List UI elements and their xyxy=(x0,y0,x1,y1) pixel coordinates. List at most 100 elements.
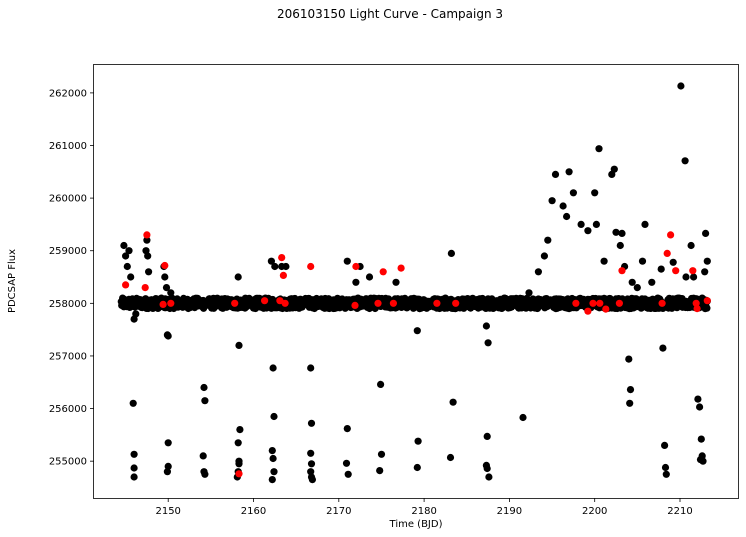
flux-point xyxy=(392,278,400,286)
flux-point xyxy=(144,252,152,260)
x-axis: 2150 2160 2170 2180 2190 2200 2210 xyxy=(155,498,693,517)
flux-point xyxy=(584,227,592,235)
flux-point xyxy=(662,470,670,478)
x-axis-label: Time (BJD) xyxy=(389,519,443,530)
flux-point xyxy=(697,435,705,443)
flagged-flux-point xyxy=(615,299,624,307)
flux-point xyxy=(563,212,571,221)
flux-point xyxy=(268,476,276,484)
flux-point xyxy=(540,252,549,260)
chart-title: 206103150 Light Curve - Campaign 3 xyxy=(277,7,503,21)
flux-point xyxy=(661,441,669,449)
flux-point xyxy=(145,268,153,276)
flux-point xyxy=(657,265,665,273)
flux-point xyxy=(699,457,707,465)
flux-point xyxy=(129,399,137,407)
flagged-flux-point xyxy=(161,261,169,270)
y-tick-label: 261000 xyxy=(49,141,87,152)
flux-point xyxy=(559,202,567,210)
flux-point xyxy=(447,249,455,257)
x-tick-label: 2180 xyxy=(411,506,436,517)
flux-point xyxy=(162,284,171,292)
flux-point xyxy=(703,304,711,312)
flux-point xyxy=(167,289,175,297)
flux-point xyxy=(352,278,360,286)
flagged-flux-point xyxy=(279,271,287,279)
flux-point xyxy=(120,241,128,250)
y-tick-label: 257000 xyxy=(49,351,87,362)
flux-point xyxy=(143,236,151,244)
flagged-flux-point xyxy=(667,231,675,239)
flux-point xyxy=(449,398,457,406)
flux-point xyxy=(342,459,351,467)
flux-point xyxy=(200,383,208,392)
flux-point xyxy=(551,170,560,178)
flagged-flux-point xyxy=(261,297,269,305)
flux-point xyxy=(661,463,670,472)
flux-point xyxy=(441,294,449,302)
flux-point xyxy=(687,241,695,250)
x-tick-label: 2160 xyxy=(241,506,266,517)
flux-point xyxy=(669,258,677,266)
flux-point xyxy=(123,262,131,271)
x-tick-label: 2190 xyxy=(497,506,522,517)
y-tick-label: 262000 xyxy=(49,88,87,99)
flux-point xyxy=(343,425,351,433)
flagged-flux-point xyxy=(703,297,711,305)
flagged-flux-point xyxy=(572,299,580,307)
flagged-flux-point xyxy=(351,301,359,309)
y-tick-label: 260000 xyxy=(49,194,87,205)
y-tick-label: 259000 xyxy=(49,246,87,257)
flux-point xyxy=(271,262,279,271)
flux-point xyxy=(307,419,316,427)
flux-point xyxy=(307,449,315,457)
y-tick-label: 255000 xyxy=(49,457,87,468)
flux-point xyxy=(595,145,603,153)
y-axis: 255000 256000 257000 258000 259000 260000 2610… xyxy=(49,88,94,468)
flux-point xyxy=(591,189,599,197)
flagged-flux-point xyxy=(352,262,360,271)
flux-point xyxy=(648,278,656,286)
flux-point xyxy=(164,462,172,470)
flux-point xyxy=(270,412,278,421)
flagged-flux-point xyxy=(141,284,149,292)
flux-point xyxy=(376,467,384,475)
flux-point xyxy=(484,339,492,347)
flagged-flux-point xyxy=(159,300,167,308)
flagged-flux-point xyxy=(433,299,441,307)
flux-point xyxy=(628,278,636,286)
flux-point xyxy=(626,386,635,394)
flagged-flux-point xyxy=(663,249,671,257)
flux-point xyxy=(694,395,702,403)
flagged-flux-point xyxy=(307,262,315,271)
flux-point xyxy=(269,454,277,463)
flux-point xyxy=(690,273,698,281)
flux-point xyxy=(267,257,275,265)
flagged-flux-point xyxy=(618,267,626,275)
y-tick-label: 258000 xyxy=(49,299,87,310)
flagged-flux-point xyxy=(397,264,405,272)
flagged-flux-point xyxy=(278,254,286,262)
flux-point xyxy=(161,273,169,281)
flux-point xyxy=(307,364,315,372)
flagged-flux-point xyxy=(658,299,666,307)
x-tick-label: 2200 xyxy=(582,506,607,517)
flagged-flux-point xyxy=(379,268,387,276)
flux-point xyxy=(702,229,710,237)
flux-point xyxy=(681,157,689,165)
flagged-flux-point xyxy=(589,299,597,307)
flux-point xyxy=(544,236,552,244)
flux-point xyxy=(600,257,608,265)
flux-point xyxy=(548,197,556,205)
flux-point xyxy=(534,268,543,276)
flux-point xyxy=(682,273,690,281)
flagged-flux-point xyxy=(452,299,460,307)
flux-point xyxy=(577,220,585,228)
flux-point xyxy=(343,257,351,265)
flagged-flux-point xyxy=(693,305,701,313)
flux-point xyxy=(659,344,667,352)
flux-point xyxy=(163,468,171,476)
flux-point xyxy=(164,439,172,447)
x-tick-label: 2150 xyxy=(155,506,180,517)
flux-point xyxy=(125,247,133,255)
